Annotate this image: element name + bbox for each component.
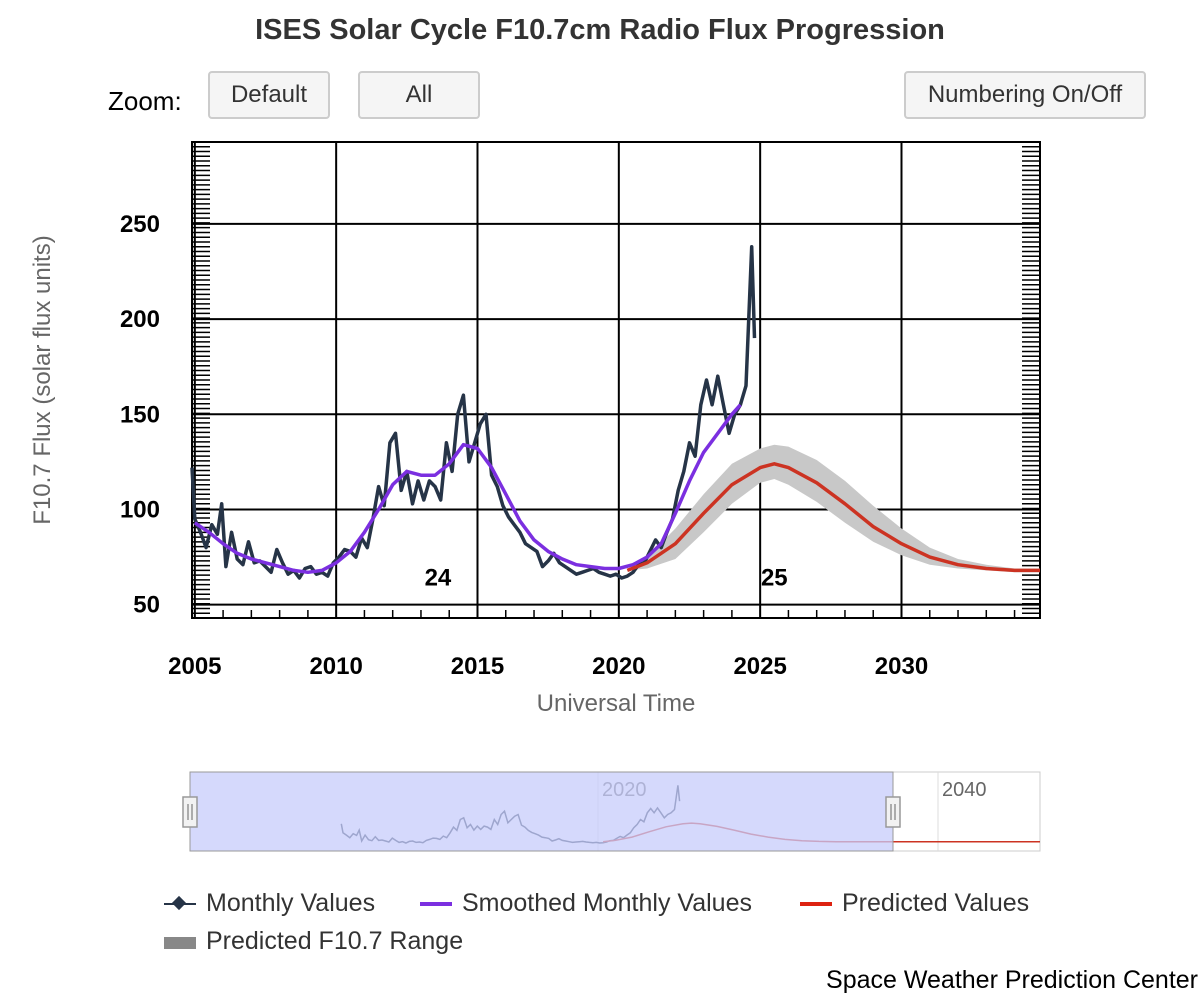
series-predicted-line xyxy=(626,462,1040,573)
x-tick-label: 2030 xyxy=(875,653,928,680)
zoom-label: Zoom: xyxy=(108,86,182,116)
legend-symbol-monthly xyxy=(164,892,196,916)
y-tick-label: 250 xyxy=(120,211,160,238)
y-tick-label: 50 xyxy=(133,592,160,619)
legend-label-range: Predicted F10.7 Range xyxy=(206,927,464,955)
x-tick-label: 2010 xyxy=(309,653,362,680)
legend-item-predicted[interactable]: Predicted Values xyxy=(800,889,1029,918)
legend-symbol-smoothed xyxy=(420,892,452,916)
legend-item-smoothed[interactable]: Smoothed Monthly Values xyxy=(420,889,752,918)
y-axis-title: F10.7 Flux (solar flux units) xyxy=(29,235,56,524)
handle-body xyxy=(885,796,901,828)
x-tick-label: 2015 xyxy=(451,653,504,680)
legend-symbol-range xyxy=(164,930,196,954)
x-tick-label: 2005 xyxy=(168,653,221,680)
legend-symbol-predicted xyxy=(800,892,832,916)
navigator-right-handle[interactable] xyxy=(885,796,901,828)
legend-item-monthly[interactable]: Monthly Values xyxy=(164,889,375,918)
navigator-tick-label: 2040 xyxy=(942,779,987,801)
predicted-range-band xyxy=(627,444,1040,573)
legend-item-range[interactable]: Predicted F10.7 Range xyxy=(164,927,463,956)
cycle-label-24: 24 xyxy=(425,565,452,592)
y-tick-label: 100 xyxy=(120,496,160,523)
legend-label-smoothed: Smoothed Monthly Values xyxy=(462,889,752,917)
legend-label-monthly: Monthly Values xyxy=(206,889,376,917)
series-smoothed-line xyxy=(193,403,742,575)
numbering-toggle-button[interactable]: Numbering On/Off xyxy=(904,71,1146,119)
navigator-left-handle[interactable] xyxy=(182,796,198,828)
legend-label-predicted: Predicted Values xyxy=(842,889,1030,917)
y-tick-label: 200 xyxy=(120,306,160,333)
zoom-all-button[interactable]: All xyxy=(358,71,480,119)
navigator-selection xyxy=(189,771,894,852)
x-tick-label: 2020 xyxy=(592,653,645,680)
handle-body xyxy=(182,796,198,828)
zoom-default-button[interactable]: Default xyxy=(208,71,330,119)
cycle-label-25: 25 xyxy=(761,565,788,592)
chart-title: ISES Solar Cycle F10.7cm Radio Flux Prog… xyxy=(255,14,945,46)
y-tick-label: 150 xyxy=(120,401,160,428)
x-tick-label: 2025 xyxy=(733,653,786,680)
x-axis-title: Universal Time xyxy=(537,690,696,717)
footer-credit: Space Weather Prediction Center xyxy=(826,966,1198,994)
